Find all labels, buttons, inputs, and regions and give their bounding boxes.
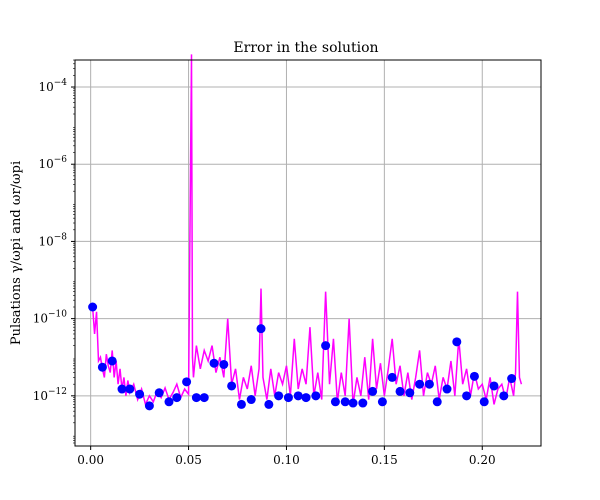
error-point: [424, 379, 434, 389]
error-point: [172, 393, 182, 403]
error-point: [321, 341, 331, 351]
y-axis: 10−12 10−10 10−8 10−6 10−4: [33, 59, 75, 444]
error-point: [274, 391, 284, 401]
y-axis-label-text: Pulsations γ/ωpi and ωr/ωpi: [9, 161, 24, 345]
error-point: [507, 374, 517, 384]
error-point: [469, 371, 479, 381]
series-error-line: [91, 54, 523, 407]
error-point: [97, 362, 107, 372]
error-point: [199, 393, 209, 403]
error-point: [452, 337, 462, 347]
error-point: [246, 395, 256, 405]
error-point: [107, 356, 117, 366]
error-point: [182, 377, 192, 387]
series-error-points: [88, 302, 517, 411]
error-point: [236, 399, 246, 409]
error-point: [432, 397, 442, 407]
y-axis-label: Pulsations γ/ωpi and ωr/ωpi: [9, 161, 24, 345]
error-point: [387, 372, 397, 382]
error-point: [499, 391, 509, 401]
error-point: [442, 384, 452, 394]
error-point: [311, 391, 321, 401]
error-point: [395, 386, 405, 396]
error-point: [415, 379, 425, 389]
error-point: [219, 359, 229, 369]
y-tick-label: 10−6: [38, 155, 67, 171]
x-tick-label: 0.10: [273, 453, 300, 467]
error-point: [479, 397, 489, 407]
error-point: [135, 389, 145, 399]
error-point: [283, 393, 293, 403]
error-point: [301, 393, 311, 403]
error-point: [358, 398, 368, 408]
error-point: [88, 302, 98, 312]
error-point: [330, 397, 340, 407]
error-point: [117, 384, 127, 394]
error-point: [377, 397, 387, 407]
error-point: [227, 381, 237, 391]
x-tick-label: 0.20: [469, 453, 496, 467]
error-point: [489, 381, 499, 391]
error-point: [191, 393, 201, 403]
error-point: [164, 397, 174, 407]
error-line: [91, 54, 523, 407]
y-tick-label: 10−10: [33, 310, 68, 326]
error-point: [154, 388, 164, 398]
x-axis: 0.00 0.05 0.10 0.15 0.20: [77, 446, 496, 467]
error-point: [209, 358, 219, 368]
y-tick-label: 10−4: [38, 78, 67, 94]
x-tick-label: 0.05: [175, 453, 202, 467]
x-tick-label: 0.00: [77, 453, 104, 467]
x-tick-label: 0.15: [371, 453, 398, 467]
error-point: [405, 388, 415, 398]
y-tick-label: 10−8: [38, 232, 67, 248]
error-point: [125, 384, 135, 394]
error-point: [144, 401, 154, 411]
chart-title: Error in the solution: [233, 40, 378, 56]
error-point: [256, 324, 266, 334]
error-point: [462, 391, 472, 401]
error-point: [293, 391, 303, 401]
y-tick-label: 10−12: [33, 387, 67, 403]
error-point: [264, 399, 274, 409]
error-point: [348, 398, 358, 408]
error-point: [368, 386, 378, 396]
error-point: [340, 397, 350, 407]
